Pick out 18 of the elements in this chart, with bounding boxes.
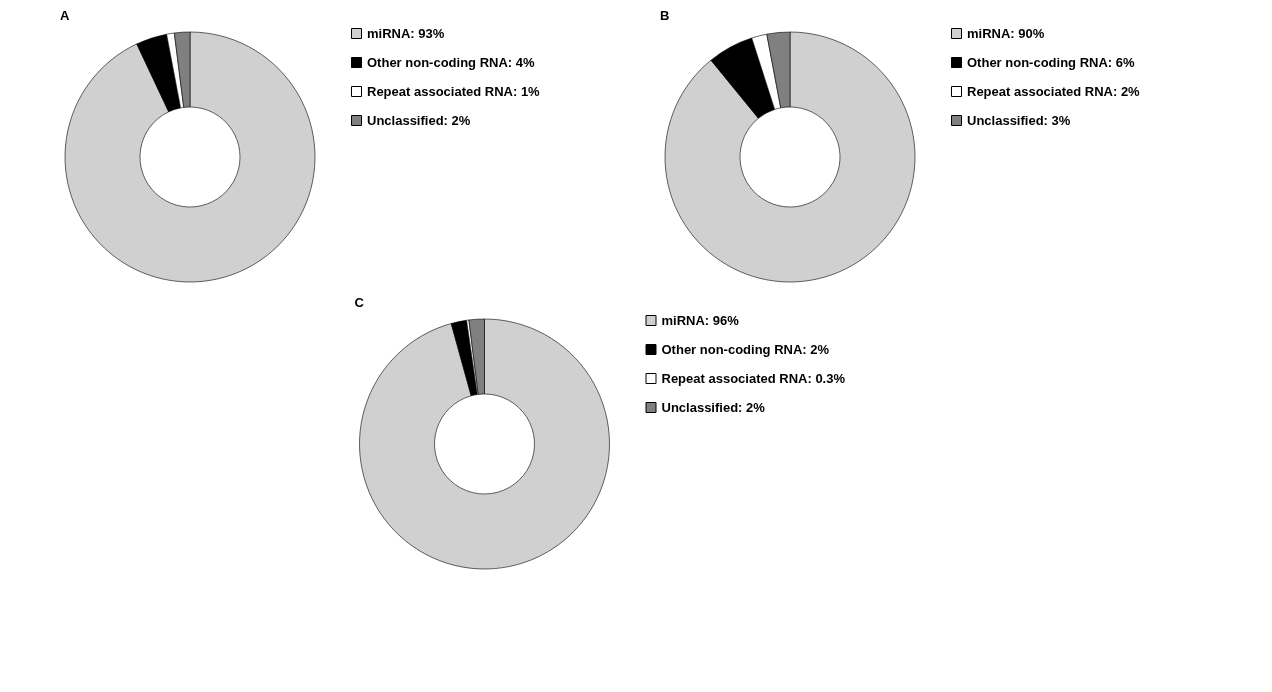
- legend-label: miRNA: 90%: [967, 25, 1045, 41]
- legend-label: Other non-coding RNA: 4%: [367, 54, 535, 70]
- legend-label: Unclassified: 2%: [661, 399, 766, 415]
- legend-label: Repeat associated RNA: 0.3%: [661, 370, 846, 386]
- chart-title: B: [660, 8, 670, 23]
- legend-label: miRNA: 96%: [661, 312, 740, 328]
- legend-label: Other non-coding RNA: 2%: [661, 341, 830, 357]
- donut-slice: [64, 31, 316, 283]
- chart-title: A: [60, 8, 70, 23]
- donut-slice: [664, 31, 916, 283]
- legend-label: Other non-coding RNA: 6%: [967, 54, 1135, 70]
- chart-title: C: [354, 295, 365, 310]
- legend-label: Unclassified: 2%: [367, 112, 471, 128]
- legend-label: miRNA: 93%: [367, 25, 445, 41]
- legend-label: Repeat associated RNA: 1%: [367, 83, 541, 99]
- legend-label: Unclassified: 3%: [967, 112, 1071, 128]
- donut-slice: [359, 318, 610, 570]
- legend-label: Repeat associated RNA: 2%: [967, 83, 1141, 99]
